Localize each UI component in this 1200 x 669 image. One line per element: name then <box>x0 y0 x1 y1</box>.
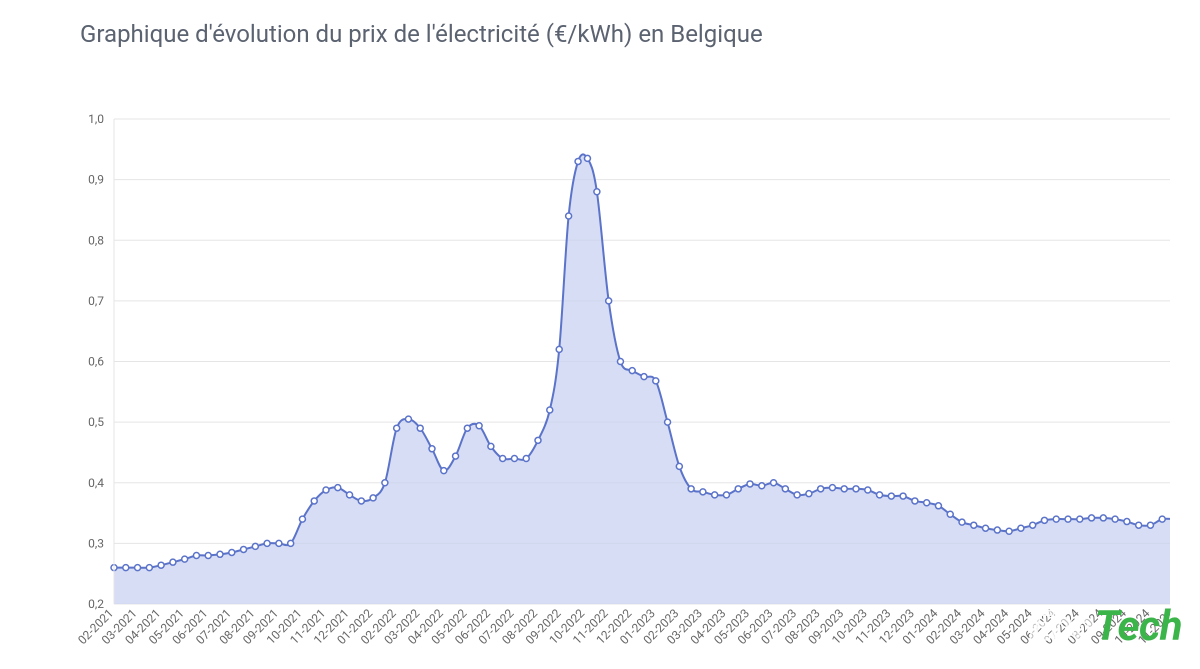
svg-text:0,9: 0,9 <box>88 173 104 187</box>
chart-container: Graphique d'évolution du prix de l'élect… <box>0 0 1200 669</box>
svg-text:0,8: 0,8 <box>88 233 104 247</box>
chart-area: 0,20,30,40,50,60,70,80,91,002-202103-202… <box>30 54 1170 653</box>
svg-text:0,7: 0,7 <box>88 294 104 308</box>
svg-text:0,5: 0,5 <box>88 415 104 429</box>
svg-text:0,6: 0,6 <box>88 355 104 369</box>
svg-text:0,3: 0,3 <box>88 536 104 550</box>
price-line-chart: 0,20,30,40,50,60,70,80,91,002-202103-202… <box>30 54 1170 654</box>
svg-text:1,0: 1,0 <box>88 112 104 126</box>
svg-text:0,4: 0,4 <box>88 476 104 490</box>
svg-text:0,2: 0,2 <box>88 597 104 611</box>
chart-title: Graphique d'évolution du prix de l'élect… <box>80 20 1170 48</box>
